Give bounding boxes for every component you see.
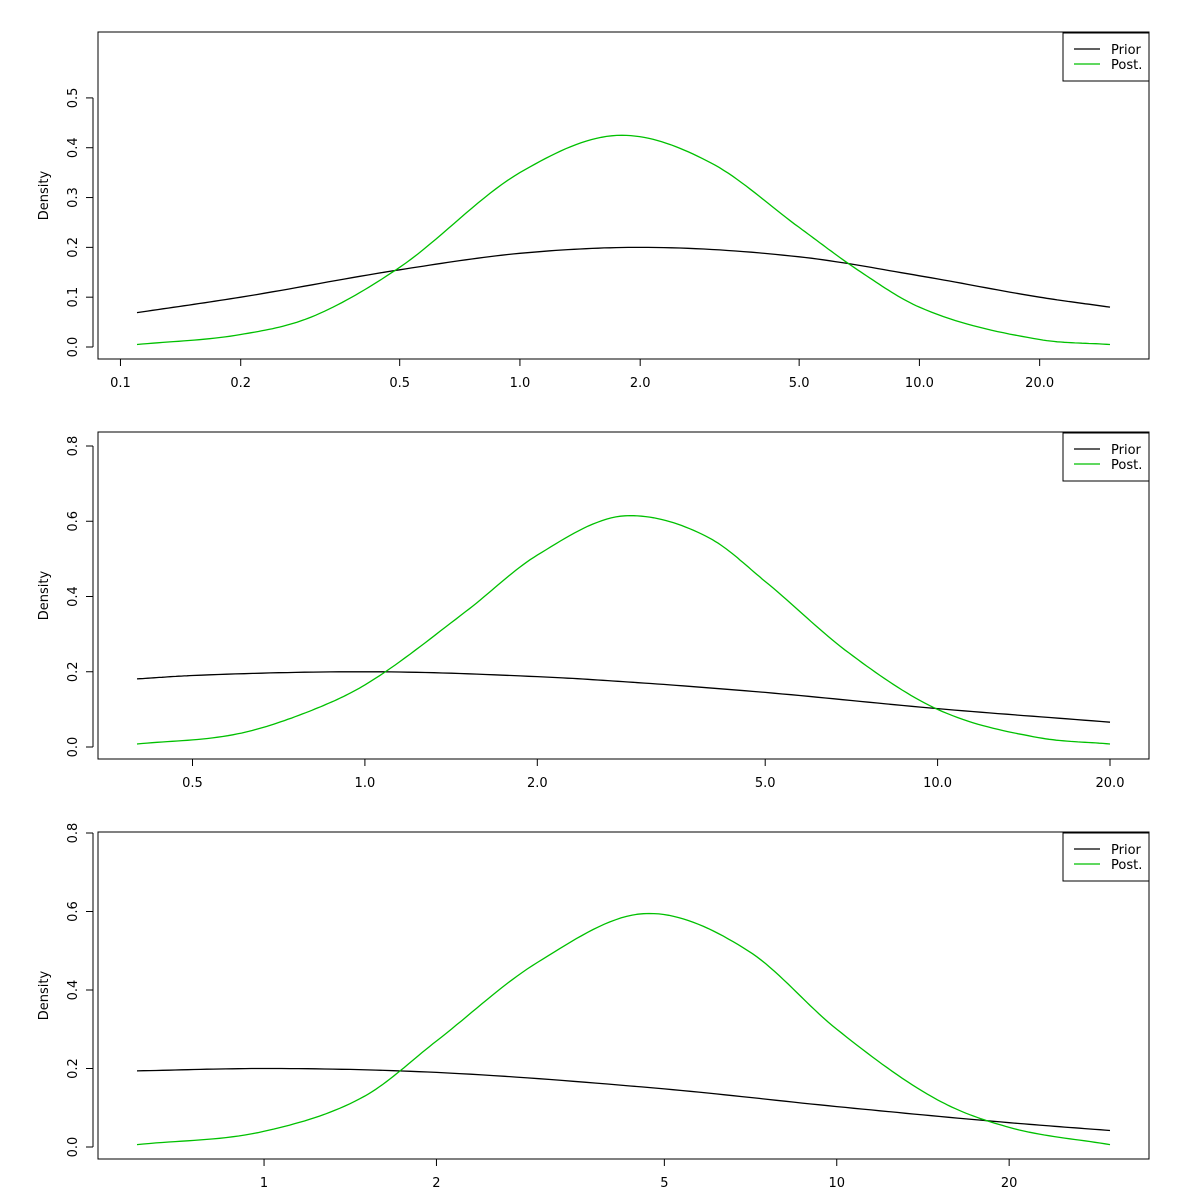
x-tick-label: 2.0 [527, 776, 548, 791]
x-tick-label: 10.0 [923, 776, 952, 791]
legend-box [1062, 32, 1150, 82]
x-tick-label: 0.1 [110, 376, 131, 391]
x-tick-label: 20 [1001, 1176, 1018, 1191]
y-tick-label: 0.8 [66, 823, 81, 844]
plot-frame [97, 831, 1150, 1160]
y-tick-label: 0.4 [66, 980, 81, 1001]
y-tick-label: 0.3 [66, 187, 81, 208]
plot-frame [97, 31, 1150, 360]
y-tick-label: 0.1 [66, 287, 81, 308]
y-tick-label: 0.6 [66, 901, 81, 922]
x-tick-label: 20.0 [1096, 776, 1125, 791]
legend-label: Post. [1111, 58, 1142, 73]
y-tick-label: 0.0 [66, 737, 81, 758]
legend-box [1062, 432, 1150, 482]
x-tick-label: 2 [432, 1176, 440, 1191]
x-tick-label: 2.0 [630, 376, 651, 391]
legend-label: Post. [1111, 858, 1142, 873]
x-tick-label: 1.0 [510, 376, 531, 391]
prior-density-curve [136, 246, 1111, 314]
panel-1: 0.1 0.2 0.5 1.0 2.0 5.0 10.0 20.0 0.0 0.1 0.2 0.3 0.… [37, 31, 1150, 391]
y-axis-title: Density [37, 170, 52, 220]
y-tick-label: 0.5 [66, 88, 81, 109]
y-axis-title: Density [37, 570, 52, 620]
y-tick-label: 0.2 [66, 237, 81, 258]
x-tick-label: 0.2 [230, 376, 251, 391]
posterior-density-curve [136, 912, 1111, 1146]
y-tick-label: 0.8 [66, 436, 81, 457]
x-tick-label: 10.0 [905, 376, 934, 391]
x-tick-label: 0.5 [182, 776, 203, 791]
x-tick-label: 5.0 [755, 776, 776, 791]
x-tick-label: 20.0 [1025, 376, 1054, 391]
legend-label: Prior [1111, 843, 1142, 858]
x-tick-label: 0.5 [389, 376, 410, 391]
y-tick-label: 0.0 [66, 337, 81, 358]
x-tick-label: 5 [660, 1176, 668, 1191]
y-tick-label: 0.0 [66, 1137, 81, 1158]
posterior-density-curve [136, 514, 1111, 745]
prior-density-curve [136, 671, 1111, 723]
y-tick-label: 0.2 [66, 1058, 81, 1079]
legend-box [1062, 832, 1150, 882]
legend-label: Prior [1111, 443, 1142, 458]
y-tick-label: 0.4 [66, 137, 81, 158]
legend-label: Prior [1111, 43, 1142, 58]
x-tick-label: 10 [828, 1176, 845, 1191]
y-axis-title: Density [37, 970, 52, 1020]
y-tick-label: 0.2 [66, 661, 81, 682]
x-tick-label: 5.0 [789, 376, 810, 391]
panel-2: 0.5 1.0 2.0 5.0 10.0 20.0 0.0 0.2 0.4 0.6 0.8 Densi… [37, 431, 1150, 791]
plot-frame [97, 431, 1150, 760]
prior-density-curve [136, 1067, 1111, 1132]
legend-label: Post. [1111, 458, 1142, 473]
posterior-density-curve [136, 134, 1111, 346]
x-tick-label: 1.0 [355, 776, 376, 791]
y-tick-label: 0.6 [66, 511, 81, 532]
x-tick-label: 1 [260, 1176, 268, 1191]
y-tick-label: 0.4 [66, 586, 81, 607]
